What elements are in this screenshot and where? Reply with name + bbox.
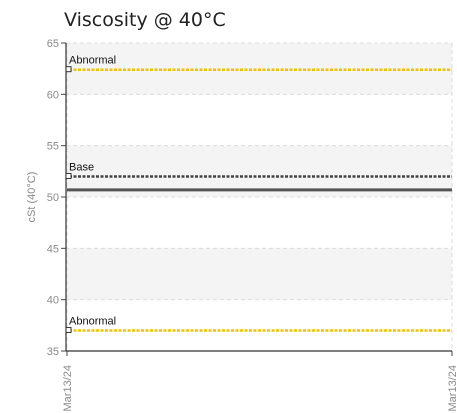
y-tick-label: 65 bbox=[47, 38, 59, 50]
reference-line-label: Base bbox=[69, 161, 94, 173]
x-tick-label: Mar13/24 bbox=[62, 365, 74, 411]
reference-marker bbox=[65, 326, 72, 333]
shaded-band bbox=[66, 248, 452, 300]
reference-line-label: Abnormal bbox=[69, 315, 116, 327]
reference-marker bbox=[65, 172, 72, 179]
chart-title: Viscosity @ 40°C bbox=[64, 9, 226, 31]
reference-line-label: Abnormal bbox=[69, 55, 116, 67]
y-axis-label: cSt (40°C) bbox=[26, 172, 38, 223]
y-tick-label: 40 bbox=[47, 295, 59, 307]
y-tick-label: 35 bbox=[47, 346, 59, 358]
y-tick-label: 45 bbox=[47, 243, 59, 255]
y-tick-label: 55 bbox=[47, 141, 59, 153]
y-tick-label: 50 bbox=[47, 192, 59, 204]
x-tick-label: Mar13/24 bbox=[447, 365, 457, 411]
reference-marker bbox=[65, 66, 72, 73]
y-tick-label: 60 bbox=[47, 89, 59, 101]
